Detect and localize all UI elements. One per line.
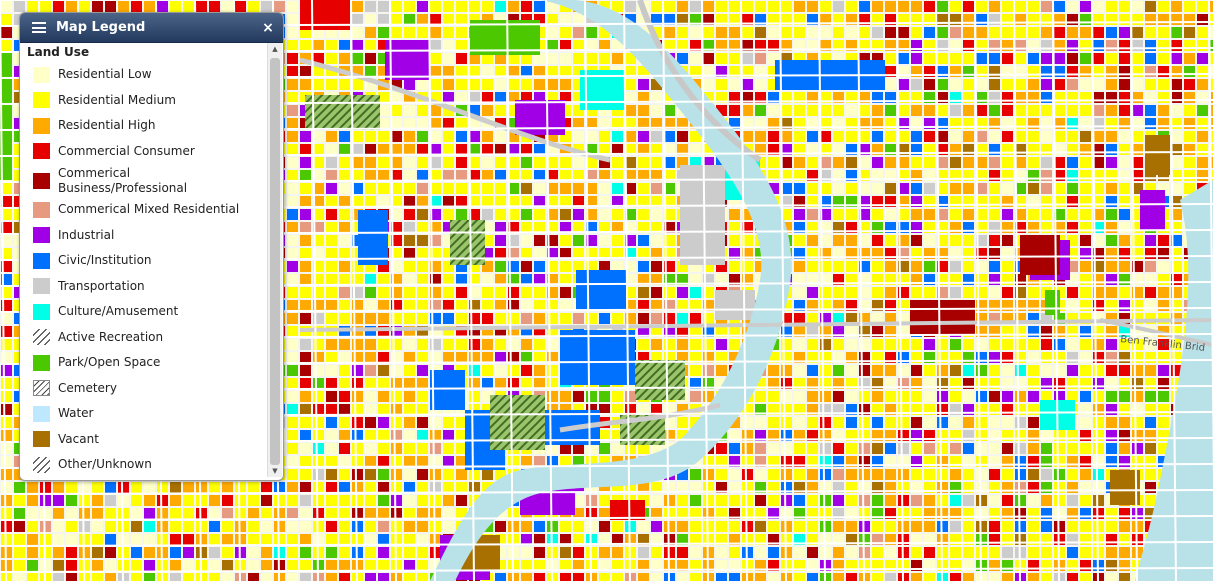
legend-swatch — [33, 172, 50, 189]
legend-body: Land Use Residential Low Residential Med… — [20, 43, 267, 480]
legend-item-label: Active Recreation — [58, 329, 164, 344]
legend-item: Culture/Amusement — [33, 299, 267, 325]
legend-item: Residential High — [33, 113, 267, 139]
map-legend-panel[interactable]: Map Legend × Land Use Residential Low Re… — [19, 12, 284, 481]
legend-item-label: Civic/Institution — [58, 253, 152, 268]
legend-item: Park/Open Space — [33, 350, 267, 376]
legend-item: Active Recreation — [33, 325, 267, 351]
legend-item-label: Vacant — [58, 431, 99, 446]
legend-swatch — [33, 227, 50, 244]
legend-item-label: Park/Open Space — [58, 355, 161, 370]
legend-swatch — [33, 431, 50, 448]
legend-item: Vacant — [33, 427, 267, 453]
legend-item: Transportation — [33, 274, 267, 300]
legend-section-title: Land Use — [27, 45, 90, 59]
legend-swatch — [33, 143, 50, 160]
legend-item-label: Cemetery — [58, 380, 117, 395]
legend-title: Map Legend — [56, 20, 146, 35]
legend-item: Water — [33, 401, 267, 427]
legend-swatch — [33, 92, 50, 109]
legend-item-label: Residential Low — [58, 67, 152, 82]
legend-swatch — [33, 252, 50, 269]
legend-swatch — [33, 354, 50, 371]
legend-item: Civic/Institution — [33, 248, 267, 274]
legend-item-label: Commercial Consumer — [58, 143, 195, 158]
legend-swatch — [33, 456, 50, 473]
menu-icon[interactable] — [32, 22, 46, 33]
legend-item: Residential Medium — [33, 88, 267, 114]
legend-item-label: Water — [58, 406, 94, 421]
legend-swatch — [33, 66, 50, 83]
legend-item: Industrial — [33, 223, 267, 249]
legend-swatch — [33, 405, 50, 422]
legend-item: Commercial Consumer — [33, 139, 267, 165]
scroll-thumb[interactable] — [270, 58, 280, 465]
legend-item-label: Transportation — [58, 278, 145, 293]
legend-item-label: Commerical Mixed Residential — [58, 202, 240, 217]
legend-swatch — [33, 380, 50, 397]
legend-item: Commerical Business/Professional — [33, 164, 267, 197]
legend-swatch — [33, 303, 50, 320]
legend-swatch — [33, 201, 50, 218]
legend-item-label: Commerical Business/Professional — [58, 165, 188, 195]
scroll-down-arrow-icon[interactable]: ▼ — [272, 467, 278, 475]
legend-swatch — [33, 278, 50, 295]
legend-item: Cemetery — [33, 376, 267, 402]
legend-item-label: Residential Medium — [58, 92, 176, 107]
legend-item-label: Industrial — [58, 227, 115, 242]
scroll-up-arrow-icon[interactable]: ▲ — [272, 45, 278, 53]
legend-item: Other/Unknown — [33, 452, 267, 478]
legend-scrollbar[interactable]: ▲ ▼ — [267, 43, 282, 477]
legend-item-label: Culture/Amusement — [58, 304, 179, 319]
legend-swatch — [33, 329, 50, 346]
legend-swatch — [33, 117, 50, 134]
legend-header[interactable]: Map Legend × — [20, 13, 283, 43]
close-icon[interactable]: × — [262, 19, 274, 36]
legend-item-label: Residential High — [58, 118, 156, 133]
legend-item: Commerical Mixed Residential — [33, 197, 267, 223]
legend-item: Residential Low — [33, 62, 267, 88]
legend-list: Residential Low Residential Medium Resid… — [33, 62, 267, 478]
legend-item-label: Other/Unknown — [58, 457, 152, 472]
